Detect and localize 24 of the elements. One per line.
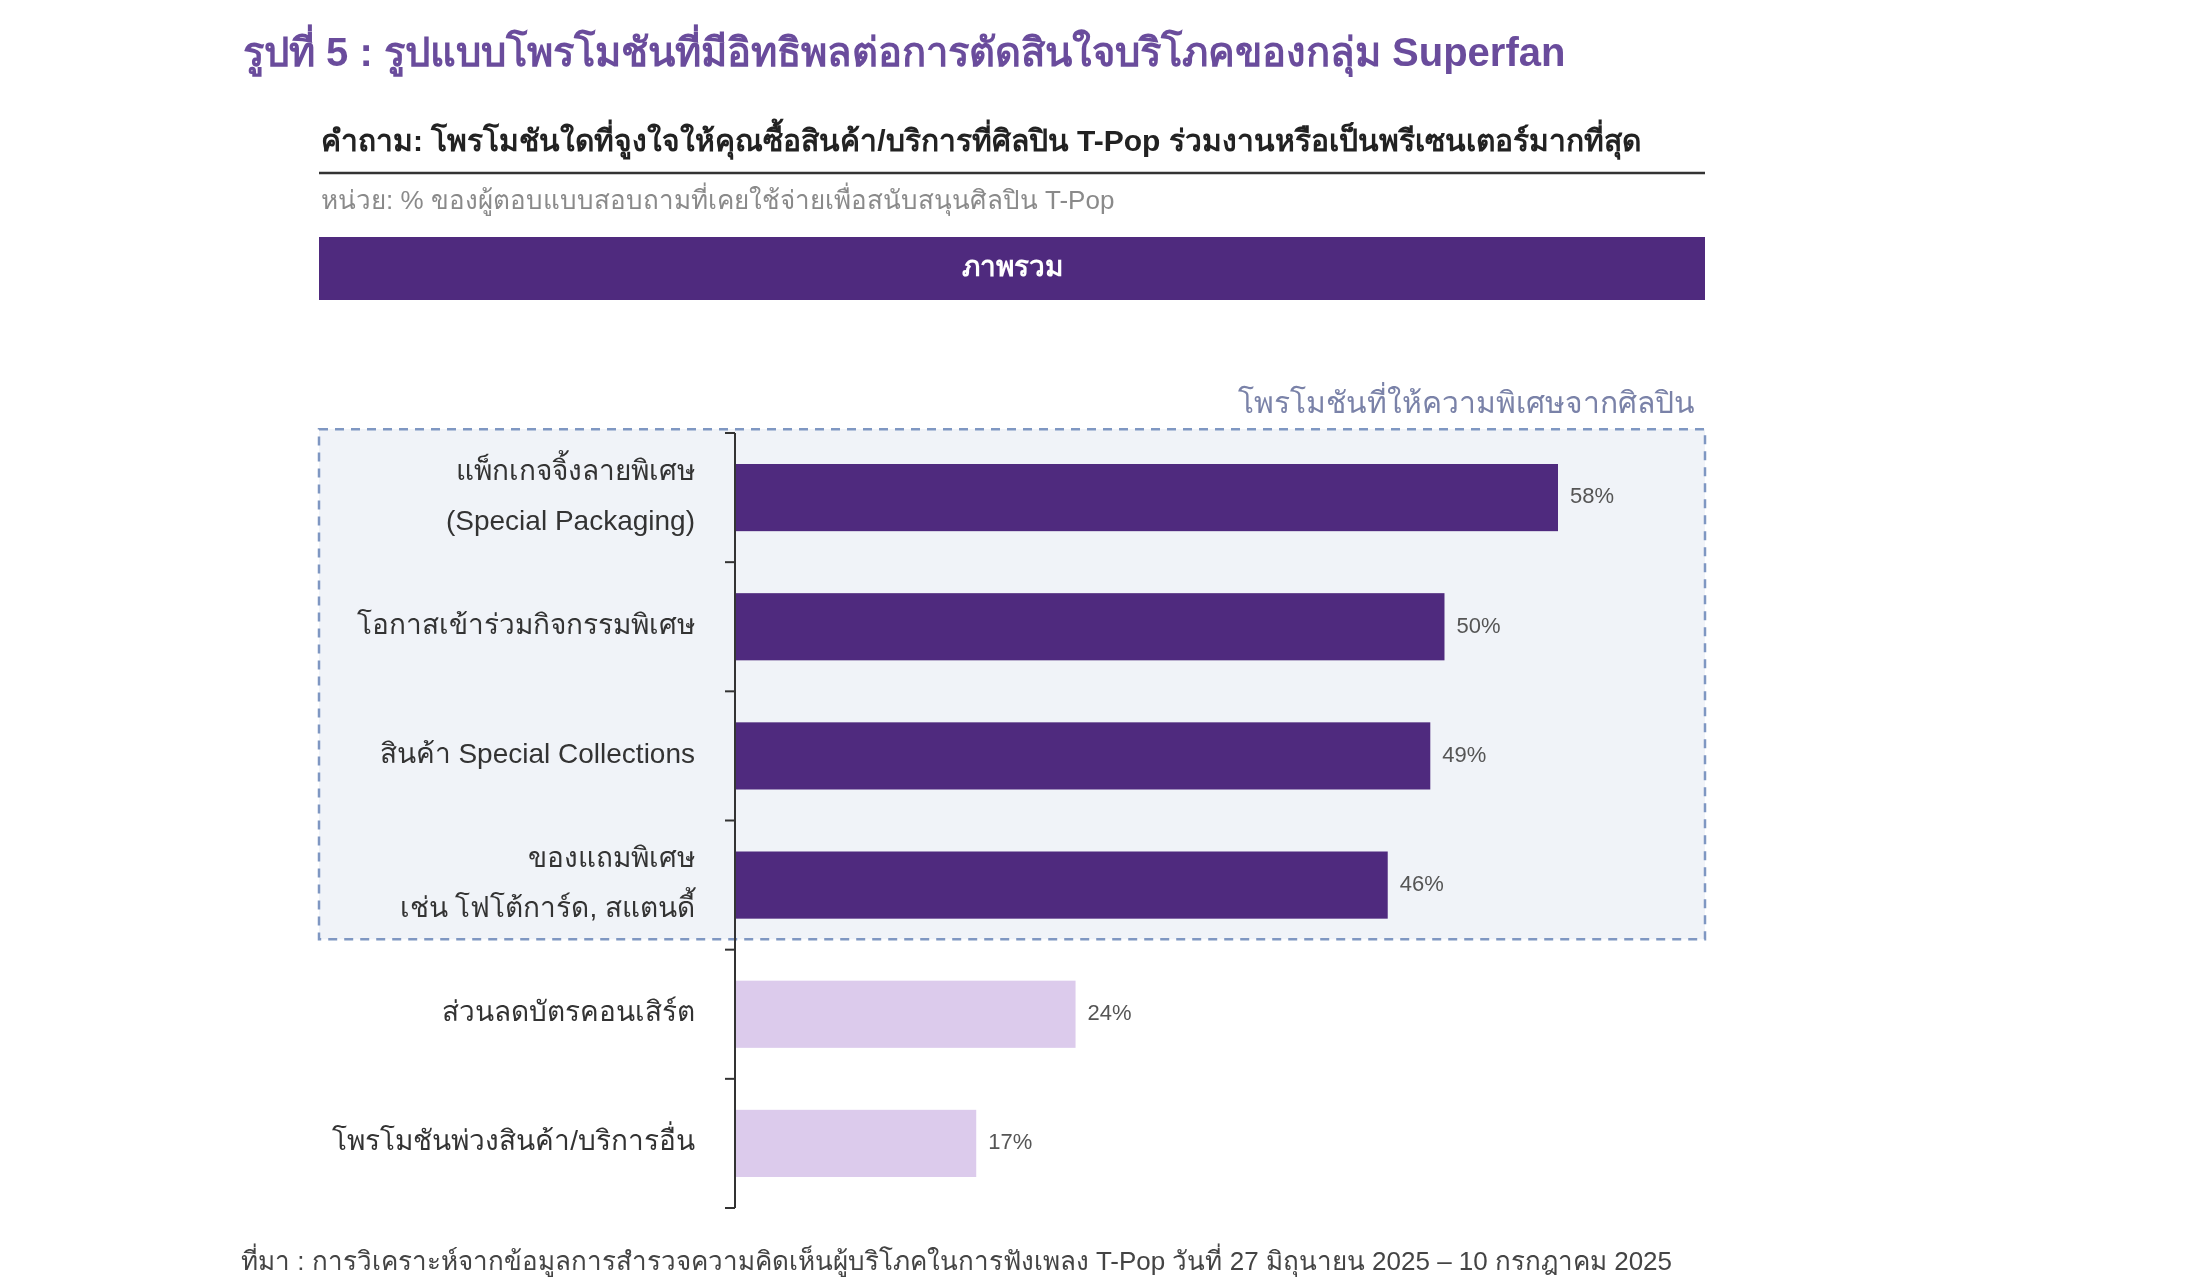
bar	[735, 464, 1558, 532]
bar	[735, 593, 1445, 661]
chart-title: รูปที่ 5 : รูปแบบโพรโมชันที่มีอิทธิพลต่อการตัดสินใจบริโภคของกลุ่ม Superfan	[243, 24, 1566, 78]
text: หน่วย: % ของผู้ตอบแบบสอบถามที่เคยใช้จ่ายเพื่อสนับสนุนศิลปิน T-Pop	[321, 182, 1115, 216]
data-label: 50%	[1456, 612, 1501, 638]
data-label: 49%	[1442, 741, 1487, 767]
text: ภาพรวม	[961, 251, 1063, 283]
data-label: 58%	[1570, 483, 1615, 509]
text: ที่มา : การวิเคราะห์จากข้อมูลการสำรวจความคิดเห็นผู้บริโภคในการฟังเพลง T-Pop วันที่ 27 มิถุนายน 2025 – 10 กรกฎาคม 2025	[241, 1243, 1673, 1277]
y-tick-label: โพรโมชันพ่วงสินค้า/บริการอื่น	[332, 1121, 695, 1157]
data-label: 24%	[1087, 1000, 1132, 1026]
bar	[735, 851, 1388, 919]
data-label: 17%	[988, 1129, 1033, 1155]
y-tick-label: สินค้า Special Collections	[379, 738, 695, 770]
y-tick-label: แพ็กเกจจิ้งลายพิเศษ (Special Packaging)	[445, 449, 695, 536]
bar	[735, 1109, 977, 1177]
data-label: 46%	[1399, 870, 1444, 896]
y-tick-label: ส่วนลดบัตรคอนเสิร์ต	[442, 996, 695, 1028]
band-label: โพรโมชันที่ให้ความพิเศษจากศิลปิน	[1238, 382, 1695, 420]
y-tick-label: ของแถมพิเศษ เช่น โฟโต้การ์ด, สแตนดี้	[399, 842, 696, 924]
chart-subtitle: คำถาม: โพรโมชันใดที่จูงใจให้คุณซื้อสินค้า/บริการที่ศิลปิน T-Pop ร่วมงานหรือเป็นพรีเซนเตอร์มากที่สุด	[321, 118, 1641, 160]
y-tick-label: โอกาสเข้าร่วมกิจกรรมพิเศษ	[357, 608, 695, 641]
bar	[735, 980, 1076, 1048]
bar	[735, 722, 1431, 790]
